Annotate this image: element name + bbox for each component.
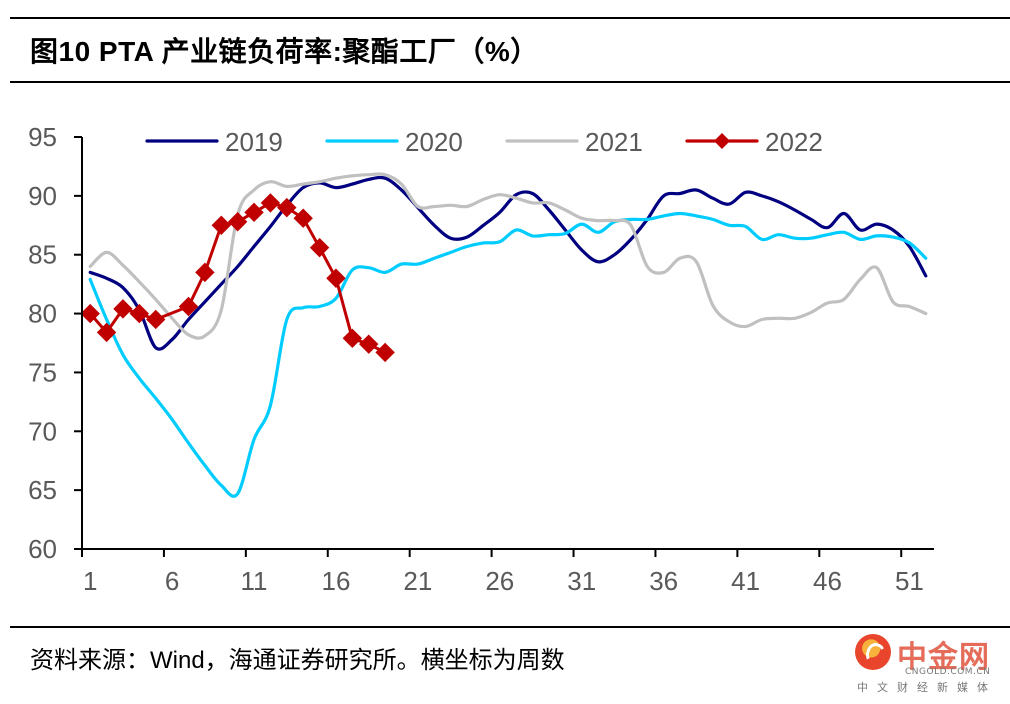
legend: 2019 2020 2021 2022 — [145, 127, 823, 157]
x-tick-label: 36 — [649, 566, 678, 596]
y-axis-ticks: 60 65 70 75 80 85 90 95 — [28, 122, 82, 564]
series-2021 — [88, 172, 928, 340]
axes — [74, 137, 934, 550]
data-point-marker — [293, 208, 313, 228]
x-tick-label: 31 — [567, 566, 596, 596]
legend-label: 2020 — [405, 127, 463, 157]
data-point-marker — [260, 193, 281, 213]
y-tick-label: 95 — [28, 122, 57, 152]
x-axis-ticks: 1 6 11 16 21 26 31 36 41 46 51 — [81, 549, 924, 596]
data-point-marker — [227, 212, 248, 232]
data-point-marker — [146, 309, 166, 330]
x-tick-label: 21 — [403, 566, 432, 596]
y-tick-label: 60 — [28, 534, 57, 564]
series-line-2019 — [88, 175, 928, 351]
data-point-marker — [195, 262, 215, 283]
top-rule — [10, 17, 1010, 19]
legend-label: 2022 — [765, 127, 823, 157]
x-tick-label: 6 — [165, 566, 179, 596]
watermark-name: 中金网 — [897, 640, 990, 675]
legend-marker — [714, 133, 730, 149]
legend-item-2020: 2020 — [325, 127, 463, 157]
y-tick-label: 75 — [28, 357, 57, 387]
x-tick-label: 46 — [813, 566, 842, 596]
cngold-logo-icon — [855, 634, 891, 670]
series-line-2021 — [88, 172, 928, 340]
legend-label: 2021 — [585, 127, 643, 157]
y-tick-label: 90 — [28, 181, 57, 211]
data-point-marker — [80, 303, 100, 324]
title-rule — [10, 81, 1010, 83]
legend-item-2022: 2022 — [685, 127, 823, 157]
series-line-2020 — [88, 211, 928, 498]
data-point-marker — [178, 296, 199, 317]
y-tick-label: 65 — [28, 475, 57, 505]
series-2020 — [88, 211, 928, 498]
data-point-marker — [309, 237, 330, 258]
legend-item-2021: 2021 — [505, 127, 643, 157]
x-tick-label: 51 — [895, 566, 924, 596]
series-2019 — [88, 175, 928, 351]
y-tick-label: 85 — [28, 240, 57, 270]
series-2022 — [80, 193, 395, 363]
data-point-marker — [375, 342, 395, 363]
watermark-tagline: 中文财经新媒体 — [857, 681, 997, 694]
data-point-marker — [129, 303, 150, 324]
legend-label: 2019 — [225, 127, 283, 157]
data-point-marker — [113, 299, 133, 319]
x-tick-label: 16 — [322, 566, 351, 596]
source-note: 资料来源：Wind，海通证券研究所。横坐标为周数 — [30, 647, 565, 674]
data-point-marker — [96, 322, 117, 343]
legend-item-2019: 2019 — [145, 127, 283, 157]
x-tick-label: 41 — [731, 566, 760, 596]
plot-lines — [80, 172, 928, 498]
source-rule — [10, 626, 1010, 628]
data-point-marker — [342, 328, 363, 348]
watermark: 中金网 CNGOLD.COM.CN 中文财经新媒体 — [855, 628, 1005, 698]
data-point-marker — [326, 268, 346, 288]
data-point-marker — [244, 202, 264, 223]
x-tick-label: 26 — [485, 566, 514, 596]
y-tick-label: 70 — [28, 416, 57, 446]
data-point-marker — [277, 197, 297, 218]
y-tick-label: 80 — [28, 299, 57, 329]
x-tick-label: 1 — [83, 566, 97, 596]
data-point-marker — [359, 334, 379, 354]
data-point-marker — [211, 215, 231, 235]
x-tick-label: 11 — [241, 566, 268, 596]
figure-title: 图10 PTA 产业链负荷率:聚酯工厂（%） — [30, 36, 539, 67]
watermark-url: CNGOLD.COM.CN — [905, 667, 991, 677]
